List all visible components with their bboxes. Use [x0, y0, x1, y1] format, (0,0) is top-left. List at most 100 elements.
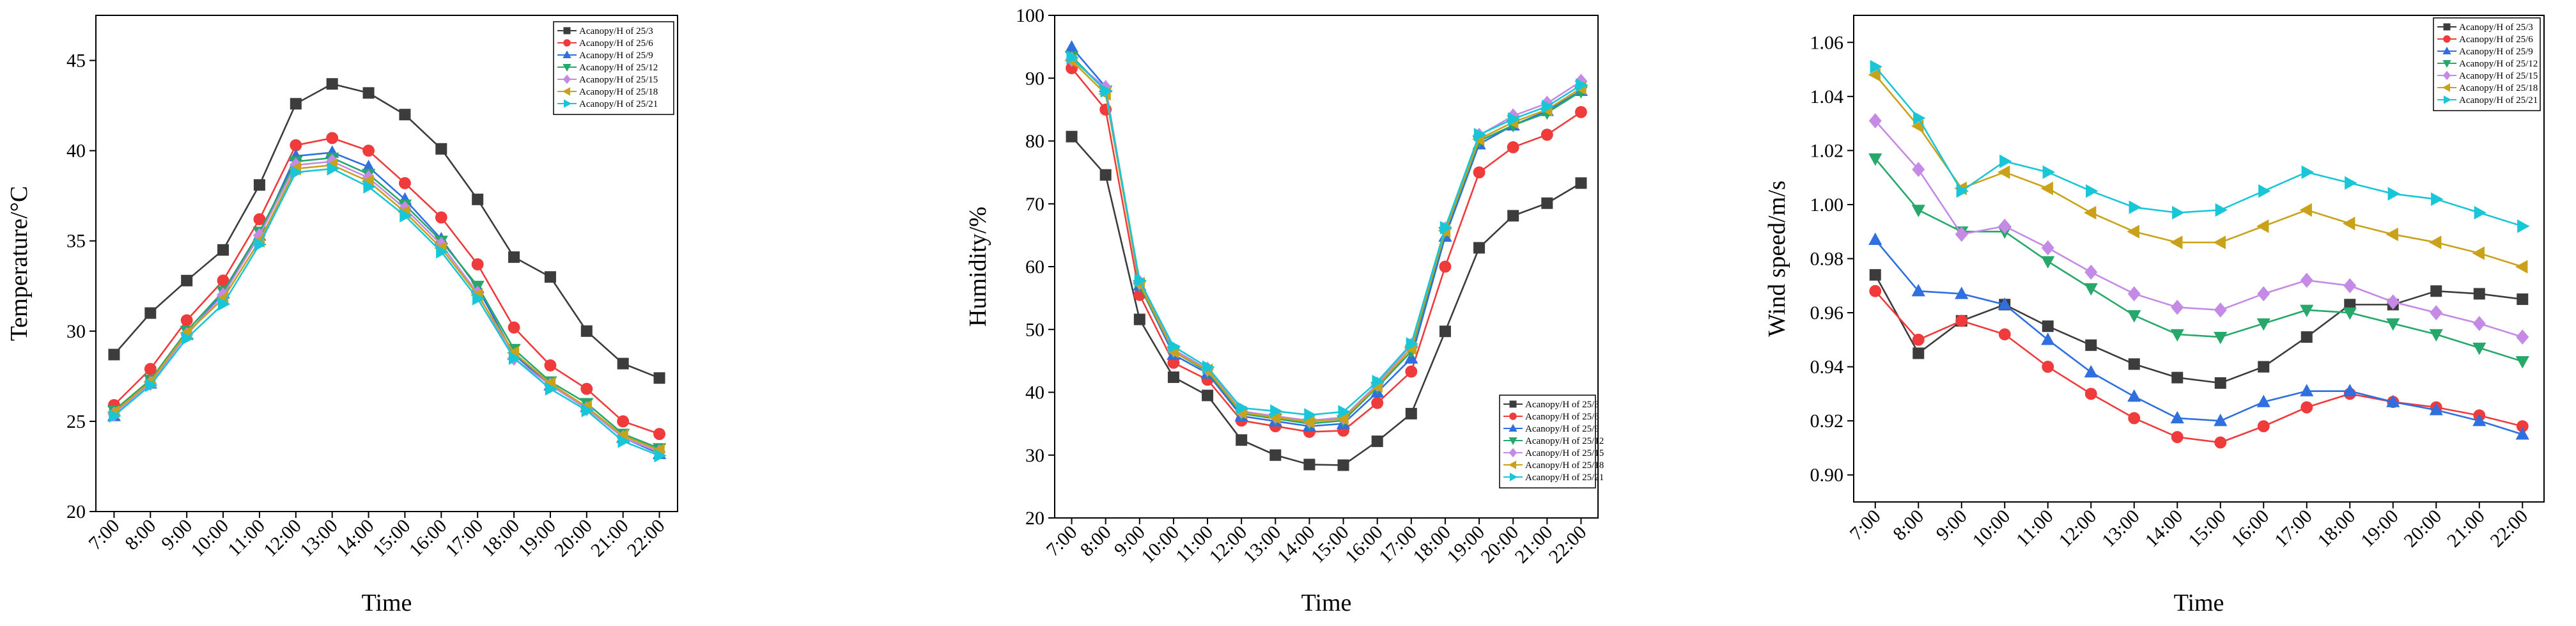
x-tick-label: 14:00 [1273, 522, 1319, 568]
x-tick-label: 7:00 [1042, 522, 1081, 561]
series-markers [1064, 51, 1588, 431]
x-tick-label: 17:00 [441, 515, 487, 561]
data-point [326, 132, 339, 145]
data-point [2472, 413, 2487, 426]
legend: Acanopy/H of 25/3 Acanopy/H of 25/6 Acanop… [553, 21, 674, 115]
x-tick-label: 16:00 [405, 515, 451, 561]
x-axis-title: Time [1301, 590, 1352, 616]
legend-box [1499, 395, 1596, 489]
data-point [581, 403, 594, 418]
data-point [1955, 226, 1968, 242]
x-tick-label: 19:00 [1443, 522, 1489, 568]
data-point [1576, 78, 1588, 92]
y-tick-label: 20 [66, 501, 86, 522]
data-point [362, 87, 375, 99]
legend-marker [2443, 23, 2451, 31]
data-point [2343, 384, 2357, 396]
x-tick-label: 13:00 [296, 515, 342, 561]
x-tick-label: 8:00 [1889, 506, 1928, 545]
legend-marker [563, 64, 571, 72]
legend-marker [2442, 83, 2450, 92]
data-point [2129, 200, 2141, 214]
data-point [1913, 347, 1925, 359]
data-point [1998, 218, 2012, 234]
data-point [1998, 328, 2011, 341]
data-point [1133, 313, 1145, 325]
series-line [1071, 58, 1582, 422]
data-point [2215, 203, 2228, 217]
data-point [2084, 206, 2097, 220]
legend-marker [1509, 412, 1517, 420]
legend-marker [1508, 460, 1516, 469]
humidity-chart: 20304050607080901007:008:009:0010:0011:0… [965, 5, 1604, 616]
y-tick-label: 50 [1025, 319, 1044, 340]
data-point [327, 162, 339, 176]
data-point [2171, 431, 2184, 443]
data-point [363, 180, 376, 194]
data-point [1998, 165, 2010, 179]
data-point [508, 351, 522, 365]
y-tick-label: 60 [1025, 256, 1044, 278]
data-point [2301, 401, 2313, 414]
legend-marker [564, 99, 572, 108]
series-line [113, 160, 660, 453]
data-point [2515, 427, 2529, 440]
data-point [400, 208, 412, 223]
legend-marker [2442, 60, 2451, 68]
plot-frame [95, 15, 678, 512]
data-point [2213, 235, 2226, 249]
x-tick-label: 22:00 [1545, 522, 1591, 568]
legend-label: Acanopy/H of 25/15 [579, 75, 658, 85]
wind-speed-chart: 0.90 0.92 0.94 0.96 0.98 1.00 1.02 1.04 1.06 7:00… [1764, 15, 2545, 616]
data-point [217, 244, 229, 256]
data-point [508, 321, 520, 334]
data-point [1439, 221, 1453, 235]
data-point [2086, 184, 2099, 198]
data-point [2517, 293, 2529, 305]
data-point [2170, 235, 2183, 249]
series-line [113, 137, 660, 435]
data-point [1303, 458, 1315, 471]
data-point [1202, 360, 1215, 374]
data-point [1913, 111, 1926, 125]
data-point [2472, 246, 2485, 260]
y-tick-label: 90 [1025, 68, 1044, 89]
data-point [1540, 129, 1553, 141]
data-point [1868, 232, 1882, 246]
x-tick-label: 10:00 [1137, 522, 1183, 568]
data-point [544, 359, 557, 372]
data-point [2084, 283, 2098, 296]
data-point [617, 357, 629, 370]
data-point [472, 292, 485, 306]
legend-label: Acanopy/H of 25/3 [2459, 22, 2533, 33]
legend-marker [1509, 400, 1517, 408]
data-point [1134, 273, 1147, 288]
series-line [113, 82, 660, 379]
x-tick-label: 11:00 [1172, 522, 1217, 567]
y-tick-label: 40 [1025, 382, 1044, 403]
y-tick-label: 30 [66, 321, 86, 342]
x-tick-label: 21:00 [1511, 522, 1557, 568]
x-tick-label: 22:00 [2487, 506, 2533, 552]
data-point [1869, 285, 1882, 297]
series-markers [1870, 59, 2530, 233]
data-point [399, 109, 411, 121]
data-point [2343, 278, 2357, 293]
data-point [2258, 184, 2271, 198]
data-point [2127, 286, 2141, 302]
data-point [435, 211, 447, 224]
data-point [2042, 165, 2055, 179]
x-tick-label: 14:00 [2141, 506, 2187, 552]
data-point [1998, 297, 2012, 310]
x-tick-label: 17:00 [2270, 506, 2316, 552]
data-point [2430, 305, 2443, 320]
data-point [2128, 358, 2140, 370]
data-point [1955, 315, 1968, 327]
legend-label: Acanopy/H of 25/3 [579, 26, 653, 36]
data-point [472, 193, 484, 205]
legend-label: Acanopy/H of 25/6 [1525, 412, 1599, 422]
data-point [2127, 389, 2141, 402]
data-point [2301, 165, 2314, 179]
legend-marker [2442, 46, 2451, 54]
